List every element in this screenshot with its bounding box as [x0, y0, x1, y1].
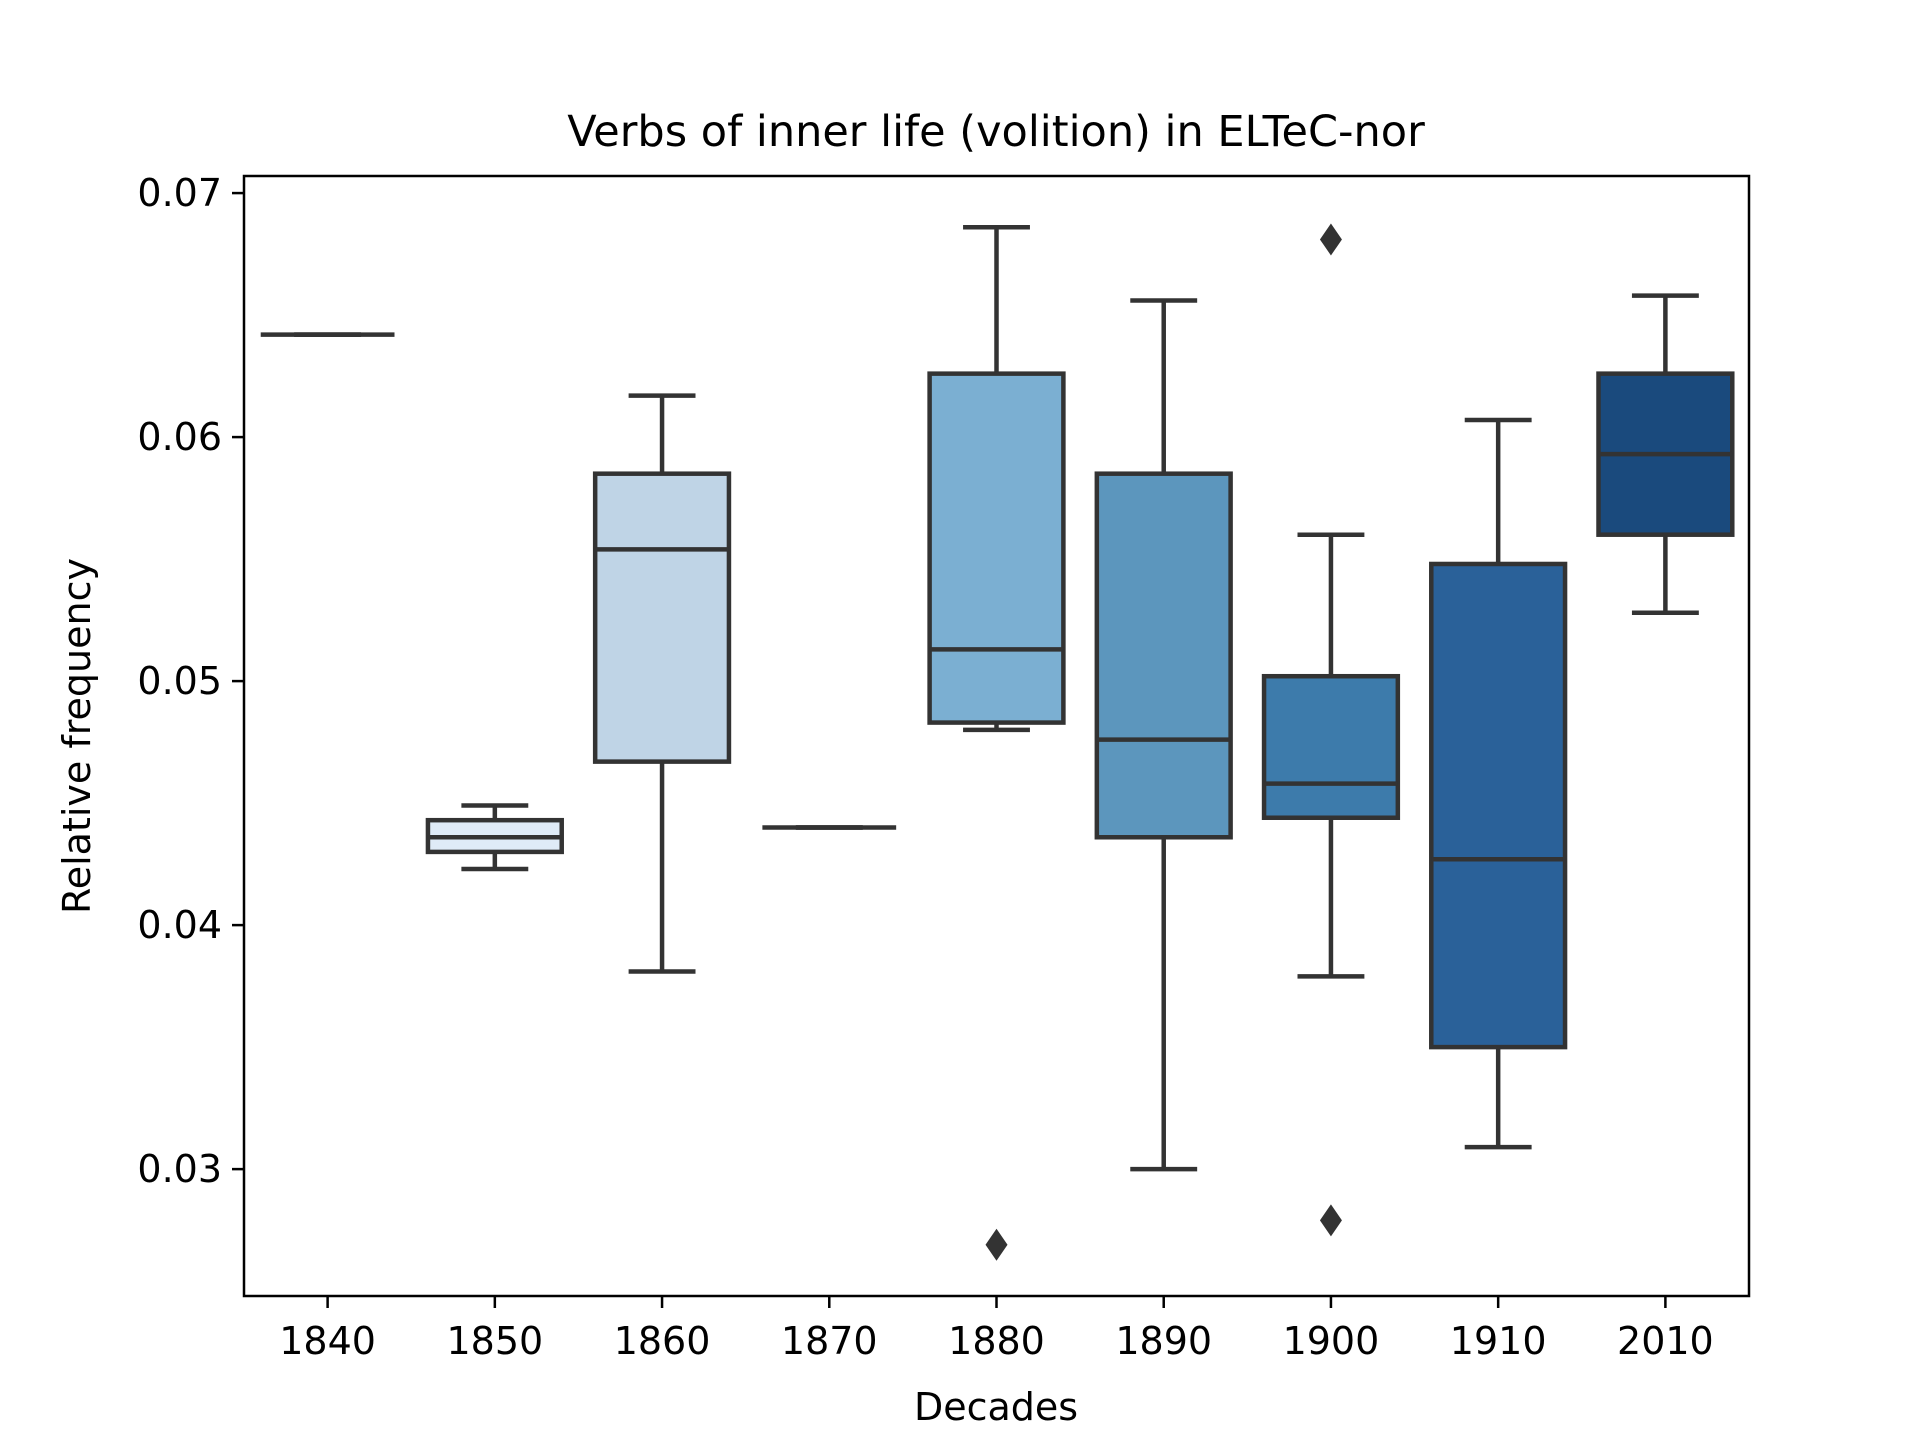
box-group-1860: [592, 393, 732, 974]
box-group-1850: [425, 803, 564, 872]
y-tick-label: 0.06: [137, 415, 222, 459]
chart-title: Verbs of inner life (volition) in ELTeC-…: [567, 107, 1425, 157]
box-group-1890: [1094, 298, 1233, 1172]
box-group-2010: [1596, 293, 1735, 616]
box-group-1910: [1429, 417, 1568, 1150]
y-tick-label: 0.04: [137, 903, 222, 947]
x-axis-label: Decades: [914, 1385, 1078, 1429]
box-group-1880: [927, 224, 1066, 1261]
plot-area: [260, 223, 1735, 1261]
outlier-marker: [1319, 223, 1342, 256]
box-body: [592, 471, 732, 764]
y-axis: 0.03 0.04 0.05 0.06 0.07: [137, 171, 244, 1191]
box-body: [927, 371, 1066, 725]
box-group-1900: [1261, 223, 1401, 1237]
y-tick-label: 0.03: [137, 1147, 222, 1191]
x-tick-label: 1870: [781, 1319, 878, 1363]
x-tick-label: 1880: [948, 1319, 1045, 1363]
x-tick-label: 1840: [279, 1319, 376, 1363]
outlier-marker: [1319, 1204, 1342, 1237]
x-tick-label: 1890: [1115, 1319, 1212, 1363]
outlier-marker: [985, 1228, 1008, 1261]
x-tick-label: 1910: [1450, 1319, 1547, 1363]
x-tick-label: 2010: [1617, 1319, 1714, 1363]
x-tick-label: 1900: [1283, 1319, 1380, 1363]
y-axis-label: Relative frequency: [55, 558, 99, 914]
x-tick-label: 1850: [446, 1319, 543, 1363]
y-tick-label: 0.07: [137, 171, 222, 215]
y-tick-label: 0.05: [137, 659, 222, 703]
x-tick-label: 1860: [614, 1319, 711, 1363]
box-body: [1094, 471, 1233, 840]
box-body: [1261, 673, 1401, 820]
box-body: [1429, 561, 1568, 1050]
x-axis: 1840 1850 1860 1870 1880 1890 1900 1910 2010: [279, 1296, 1714, 1363]
